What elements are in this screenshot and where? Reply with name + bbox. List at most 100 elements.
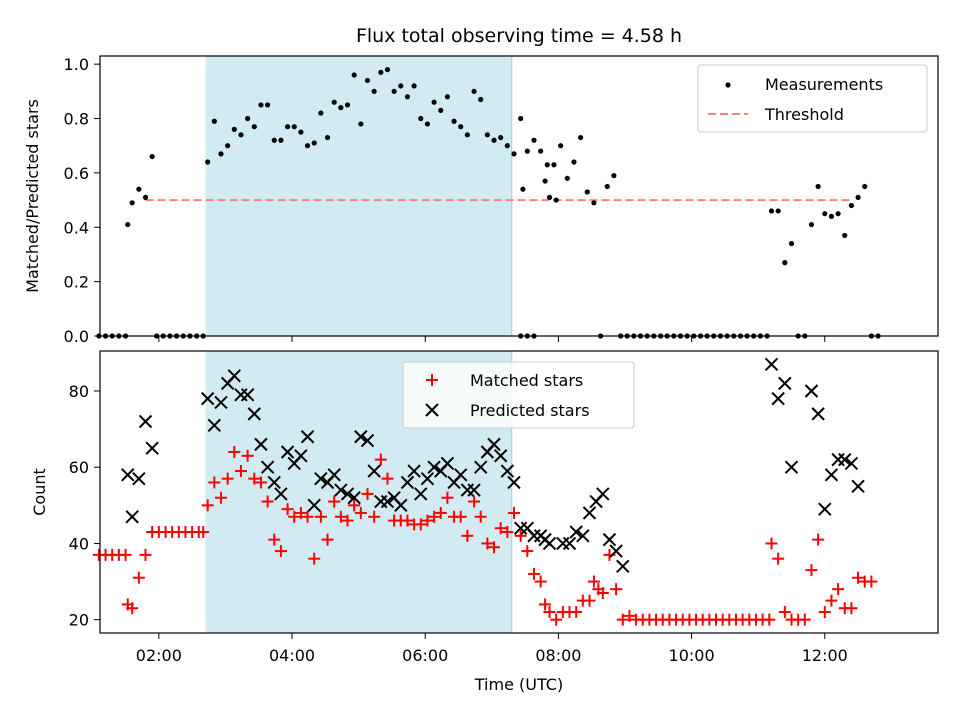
matched-star-point <box>221 472 234 485</box>
matched-star-point <box>805 564 818 577</box>
bottom-x-tick-label: 02:00 <box>136 646 182 665</box>
legend-threshold-label: Threshold <box>764 105 844 124</box>
matched-star-point <box>301 510 314 523</box>
matched-star-point <box>374 453 387 466</box>
predicted-star-point <box>542 536 557 551</box>
bottom-y-tick-label: 80 <box>69 382 89 401</box>
bottom-legend: Matched stars Predicted stars <box>402 361 635 429</box>
measurement-point <box>444 94 451 100</box>
measurement-point <box>828 213 835 219</box>
matched-star-point <box>527 567 540 580</box>
measurement-point <box>384 66 391 73</box>
measurement-point <box>544 162 550 168</box>
measurement-point <box>782 260 788 266</box>
measurement-point <box>304 143 311 149</box>
measurement-point <box>775 208 781 214</box>
measurement-point <box>344 102 351 108</box>
predicted-star-point <box>247 407 261 421</box>
measurement-point <box>558 143 564 149</box>
predicted-star-point <box>360 433 375 448</box>
matched-star-point <box>139 548 152 561</box>
predicted-star-point <box>764 357 779 372</box>
matched-star-point <box>852 571 865 584</box>
matched-star-point <box>248 472 261 485</box>
matched-star-point <box>334 510 347 523</box>
matched-star-point <box>132 571 145 584</box>
measurement-point <box>351 72 357 78</box>
measurement-point <box>504 143 510 149</box>
predicted-star-point <box>274 487 288 501</box>
measurement-point <box>125 221 131 228</box>
predicted-star-point <box>420 471 435 486</box>
matched-star-point <box>587 575 600 588</box>
matched-star-point <box>254 476 267 489</box>
predicted-star-point <box>493 449 508 463</box>
measurement-point <box>391 88 397 94</box>
measurement-point <box>835 211 841 217</box>
predicted-star-point <box>200 391 215 406</box>
top-legend-box <box>697 64 928 133</box>
measurement-point <box>464 132 470 138</box>
legend-measurements-marker <box>725 82 731 88</box>
measurement-point <box>491 137 497 143</box>
predicted-star-point <box>334 483 348 497</box>
matched-star-point <box>616 613 629 626</box>
bottom-y-tick-label: 40 <box>69 534 89 553</box>
top-x-ticks <box>158 336 826 342</box>
predicted-star-point <box>340 487 355 501</box>
predicted-star-point <box>427 460 441 474</box>
measurement-point <box>205 159 211 165</box>
measurement-point <box>225 143 231 149</box>
measurement-point <box>564 175 570 181</box>
measurement-point <box>553 197 559 203</box>
predicted-star-point <box>851 479 865 493</box>
matched-star-point <box>341 514 354 527</box>
measurement-point <box>218 151 224 157</box>
matched-star-point <box>421 514 434 527</box>
predicted-star-point <box>602 532 617 547</box>
predicted-star-point <box>367 464 381 478</box>
measurement-point <box>815 183 821 190</box>
predicted-star-point <box>145 441 159 455</box>
matched-star-point <box>570 606 583 619</box>
predicted-star-point <box>260 460 275 474</box>
measurement-point <box>511 151 517 157</box>
predicted-star-point <box>616 559 630 574</box>
bottom-y-tick-label: 20 <box>69 611 89 630</box>
matched-star-point <box>474 510 487 523</box>
measurement-point <box>418 115 424 122</box>
predicted-star-point <box>487 437 501 452</box>
matched-star-point <box>534 575 547 588</box>
matched-star-point <box>623 609 636 622</box>
measurement-point <box>471 88 477 94</box>
predicted-star-point <box>562 536 577 551</box>
measurement-point <box>424 121 431 127</box>
measurement-point <box>271 137 277 143</box>
bottom-legend-box <box>402 361 635 429</box>
predicted-star-point <box>125 510 139 524</box>
bottom-panel-frame <box>99 350 939 634</box>
measurement-point <box>768 208 775 214</box>
predicted-star-point <box>214 395 228 410</box>
measurement-point <box>318 110 324 116</box>
measurement-point <box>611 173 617 179</box>
predicted-star-point <box>267 475 281 490</box>
matched-star-point <box>501 526 514 539</box>
matched-star-point <box>763 613 776 626</box>
predicted-star-point <box>474 460 488 474</box>
measurement-point <box>484 132 490 138</box>
measurement-point <box>458 124 464 130</box>
matched-star-point <box>294 506 307 519</box>
matched-star-point <box>494 522 507 535</box>
matched-star-point <box>865 575 878 588</box>
legend-measurements-label: Measurements <box>765 75 883 94</box>
threshold-line-group <box>145 56 852 336</box>
measurement-point <box>571 159 577 165</box>
top-observing-window-shade <box>205 56 512 336</box>
measurement-point <box>149 153 155 160</box>
matched-star-point <box>596 586 609 599</box>
measurement-points <box>96 66 881 339</box>
top-y-ticks: 0.0 0.2 0.4 0.6 0.8 1.0 <box>64 55 100 346</box>
measurement-point <box>265 102 271 108</box>
